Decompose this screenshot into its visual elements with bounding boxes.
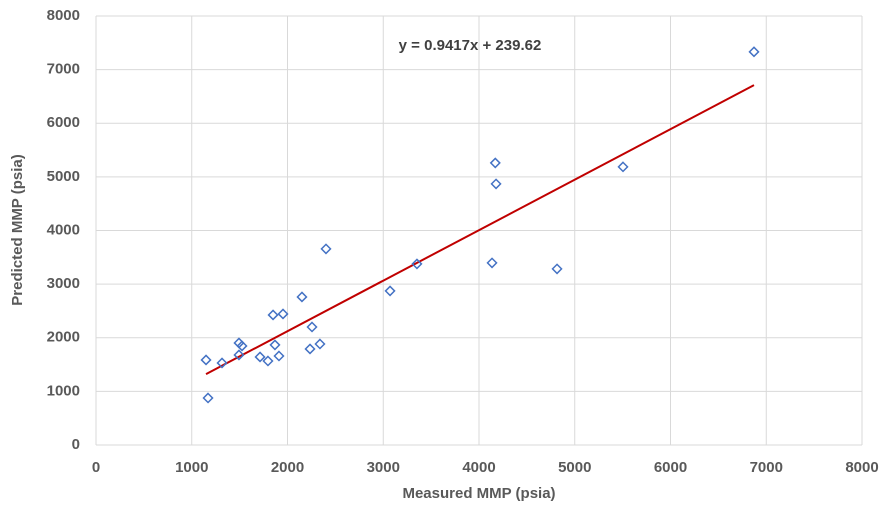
y-tick-label: 2000 [47,329,80,346]
y-tick-label: 5000 [47,168,80,185]
y-tick-label: 8000 [47,7,80,24]
point [617,161,629,173]
y-tick-label: 4000 [47,221,80,238]
point [314,338,326,350]
point [269,339,281,351]
point [304,343,316,355]
x-tick-label: 2000 [271,459,304,476]
point [254,351,266,363]
x-axis-title: Measured MMP (psia) [402,485,555,502]
point [551,263,563,275]
x-tick-label: 8000 [845,459,878,476]
point [273,350,285,362]
point [236,340,248,352]
trendline [205,84,755,376]
point [216,357,228,369]
point [267,309,279,321]
y-tick-label: 1000 [47,382,80,399]
point [306,321,318,333]
point [277,308,289,320]
y-tick-label: 0 [72,436,80,453]
y-tick-label: 3000 [47,275,80,292]
point [320,243,332,255]
x-tick-label: 3000 [367,459,400,476]
x-tick-label: 4000 [462,459,495,476]
y-tick-label: 7000 [47,61,80,78]
point [490,178,502,190]
point [200,354,212,366]
point [486,257,498,269]
point [233,349,245,361]
y-axis-title: Predicted MMP (psia) [9,154,26,305]
trendline-equation: y = 0.9417x + 239.62 [399,37,542,54]
x-tick-label: 7000 [750,459,783,476]
y-tick-label: 6000 [47,114,80,131]
point [384,285,396,297]
point [296,291,308,303]
x-tick-label: 0 [92,459,100,476]
point [411,258,423,270]
point [262,355,274,367]
x-tick-label: 6000 [654,459,687,476]
point [233,337,245,349]
x-tick-label: 1000 [175,459,208,476]
point [748,46,760,58]
point [489,157,501,169]
point [202,392,214,404]
x-tick-label: 5000 [558,459,591,476]
